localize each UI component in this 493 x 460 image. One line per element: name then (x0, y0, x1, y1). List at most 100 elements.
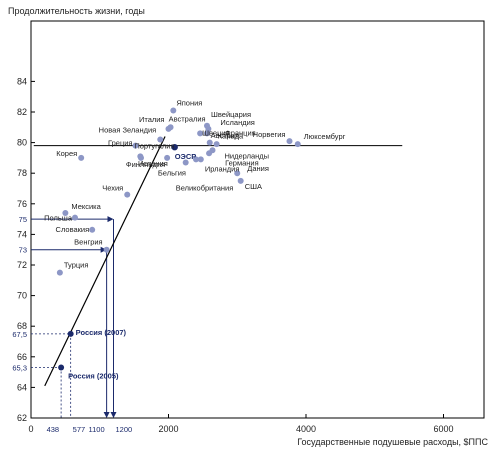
point-label: Дания (247, 164, 269, 173)
point-label: Польша (44, 214, 73, 223)
data-point (62, 209, 69, 216)
point-label: Германия (225, 158, 259, 167)
point-label: Греция (108, 139, 133, 148)
data-point (213, 141, 220, 148)
russia-point (58, 364, 65, 371)
guide-x-label: 1100 (88, 425, 104, 434)
guide-x-label: 1200 (116, 425, 133, 434)
point-label: Норвегия (253, 130, 286, 139)
guide-y-label: 73 (19, 246, 27, 255)
y-axis-title: Продолжительность жизни, годы (8, 6, 145, 16)
guide-y-label: 67,5 (12, 330, 27, 339)
data-point (206, 150, 213, 157)
reference-lines (33, 136, 403, 387)
data-point (197, 130, 204, 137)
data-point (89, 226, 96, 233)
arrow-head-down (110, 412, 117, 418)
data-point (164, 154, 171, 161)
data-point (72, 214, 78, 221)
point-label: ОЭСР (175, 152, 197, 161)
data-point (165, 125, 172, 132)
data-point (132, 142, 139, 149)
y-tick-label: 68 (17, 321, 27, 331)
point-label: Турция (64, 261, 89, 270)
point-label: Новая Зеландия (99, 126, 157, 135)
guide-y-label-bg (6, 244, 30, 255)
point-labels: 75 73 67,5 65,3 438 577 1100 1200 Япония Австрали… (6, 98, 346, 434)
russia-label: Россия (2007) (76, 328, 127, 337)
point-label: Великобритания (176, 183, 234, 192)
point-label: США (245, 182, 262, 191)
data-point (286, 138, 293, 145)
data-point (56, 269, 63, 276)
russia-label: Россия (2005) (68, 372, 119, 381)
point-label: Швейцария (211, 110, 251, 119)
point-label: Чехия (102, 184, 123, 193)
point-label: Бельгия (158, 168, 186, 177)
russia-point (67, 330, 74, 337)
point-label: Австралия (169, 114, 206, 123)
point-label: Швеция (202, 128, 230, 137)
point-label: Италия (139, 115, 165, 124)
guide-y-label-bg (6, 214, 30, 225)
x-tick-label: 2000 (158, 424, 178, 434)
guide-y-label-bg (6, 362, 30, 373)
arrow-head-right (107, 216, 114, 223)
trend-line (44, 136, 166, 387)
data-point (78, 154, 85, 161)
data-point (206, 139, 213, 146)
point-label: Япония (176, 98, 202, 107)
y-tick-label: 70 (17, 291, 27, 301)
y-tick-label: 66 (17, 352, 27, 362)
guide-lines (31, 216, 117, 418)
data-point (234, 170, 241, 177)
y-tick-label: 84 (17, 76, 27, 86)
data-point (204, 130, 210, 137)
guide-y-label: 75 (19, 215, 27, 224)
x-tick-label: 6000 (433, 424, 453, 434)
data-point (170, 107, 177, 114)
data-point (182, 159, 189, 166)
point-label: Финляндия (126, 160, 165, 169)
point-label: Словакия (56, 225, 90, 234)
y-tick-label: 78 (17, 168, 27, 178)
y-tick-label: 62 (17, 413, 27, 423)
guide-x-label: 438 (47, 425, 60, 434)
point-label: Нидерланды (225, 151, 270, 160)
point-label: Мексика (71, 202, 101, 211)
point-label: Испания (138, 159, 168, 168)
data-point (205, 125, 212, 132)
arrow-head-down (103, 412, 110, 418)
point-label: Люксембург (304, 132, 346, 141)
data-points (56, 107, 301, 371)
y-tick-label: 82 (17, 107, 27, 117)
point-label: Австрия (211, 131, 240, 140)
data-point (197, 156, 204, 163)
point-label: Португалия (134, 141, 174, 150)
point-label: Исландия (220, 118, 254, 127)
x-tick-label: 4000 (296, 424, 316, 434)
data-point (103, 246, 110, 253)
data-point (294, 141, 301, 148)
point-label: Канада (218, 132, 244, 141)
y-tick-label: 64 (17, 382, 27, 392)
point-label: Ирландия (205, 164, 240, 173)
point-label: Венгрия (74, 238, 102, 247)
guide-y-label: 65,3 (12, 364, 27, 373)
axis-ticks: 62 64 66 68 70 72 74 76 78 80 82 84 0 2000 4000 6000 (17, 76, 454, 434)
guide-y-label-bg (6, 328, 30, 339)
y-tick-label: 76 (17, 199, 27, 209)
data-point (237, 177, 244, 184)
data-point (171, 143, 178, 151)
data-point (124, 191, 131, 198)
data-point (138, 154, 144, 161)
data-point (193, 156, 199, 163)
data-point (157, 136, 164, 143)
y-tick-label: 72 (17, 260, 27, 270)
guide-x-label: 577 (73, 425, 86, 434)
point-label: Корея (56, 149, 77, 158)
x-tick-label: 0 (28, 424, 33, 434)
y-tick-label: 80 (17, 138, 27, 148)
y-tick-label: 74 (17, 229, 27, 239)
